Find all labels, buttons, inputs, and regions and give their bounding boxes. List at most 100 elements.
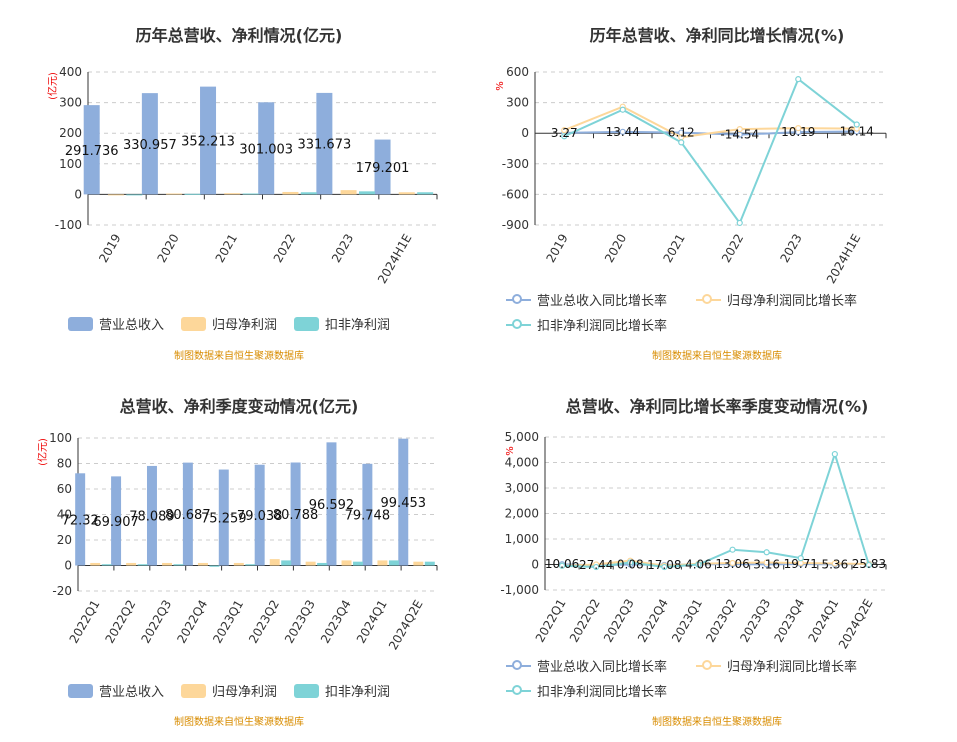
bar-扣非净利润 (424, 561, 435, 566)
data-label: 291.736 (65, 144, 119, 159)
bar-归母净利润 (162, 562, 173, 566)
y-tick-label: 0 (531, 558, 539, 572)
legend-net-profit-growth[interactable]: 归母净利润同比增长率 (696, 656, 857, 675)
data-label: 17.08 (647, 558, 681, 572)
line-归母净利润同比增长率 (563, 105, 857, 139)
bar-归母净利润 (398, 192, 415, 195)
data-label: 13.44 (606, 125, 640, 139)
data-label: 179.201 (356, 161, 410, 176)
data-label: 4.06 (685, 557, 712, 571)
point-扣非净利润同比增长率 (831, 450, 838, 458)
y-tick-label: 60 (57, 482, 72, 496)
legend-swatch (294, 316, 319, 331)
data-label: 301.003 (239, 142, 293, 157)
y-tick-label: 1,000 (505, 532, 539, 546)
panel-quarterly-revenue-profit: 总营收、净利季度变动情况(亿元) -20 0 20 40 60 80 100 (亿元) 2022… (0, 371, 478, 742)
data-label: 99.453 (381, 496, 427, 511)
data-label: 6.12 (668, 126, 695, 140)
point-扣非净利润同比增长率 (763, 549, 770, 556)
bar-归母净利润 (90, 562, 101, 566)
data-label: 69.907 (93, 515, 139, 530)
bar-营业总收入 (290, 462, 301, 566)
legend-revenue[interactable]: 营业总收入 (68, 681, 164, 700)
quarterly-line-chart: -1,00001,0002,0003,0004,0005,000%2022Q12… (500, 430, 887, 651)
legend-line-marker (696, 659, 721, 673)
data-label: 25.83 (852, 557, 886, 571)
bar-归母净利润 (233, 562, 244, 566)
bar-扣非净利润 (242, 193, 259, 195)
legend-line-marker (506, 659, 531, 673)
y-tick-label: -600 (502, 187, 529, 201)
legend-deducted-growth[interactable]: 扣非净利润同比增长率 (506, 315, 667, 334)
y-tick-label: 300 (506, 96, 529, 110)
y-tick-label: -900 (502, 218, 529, 232)
bar-营业总收入 (258, 102, 275, 195)
bar-扣非净利润 (184, 193, 201, 195)
bar-扣非净利润 (353, 561, 363, 566)
bar-扣非净利润 (126, 194, 143, 196)
point-扣非净利润同比增长率 (561, 133, 568, 140)
bar-营业总收入 (111, 476, 122, 566)
bar-扣非净利润 (300, 192, 317, 195)
data-label: 352.213 (181, 135, 235, 150)
data-label: 16.14 (840, 125, 874, 139)
bar-归母净利润 (340, 190, 357, 195)
legend-swatch (68, 683, 93, 698)
legend-deducted-growth[interactable]: 扣非净利润同比增长率 (506, 681, 667, 700)
point-归母净利润同比增长率 (763, 559, 770, 566)
bar-营业总收入 (182, 462, 193, 566)
legend-deducted-profit[interactable]: 扣非净利润 (294, 314, 390, 333)
bar-归母净利润 (413, 561, 424, 566)
bar-归母净利润 (377, 560, 388, 566)
bar-营业总收入 (374, 139, 391, 195)
data-label: 96.592 (309, 498, 355, 513)
data-label: 331.673 (297, 138, 351, 153)
y-tick-label: 4,000 (505, 456, 539, 470)
chart-title: 总营收、净利同比增长率季度变动情况(%) (565, 397, 869, 416)
y-tick-label: 0 (521, 126, 529, 140)
bar-营业总收入 (146, 465, 157, 566)
point-扣非净利润同比增长率 (619, 106, 626, 113)
legend-net-profit[interactable]: 归母净利润 (181, 314, 277, 333)
data-label: 79.748 (345, 509, 391, 524)
data-label: 75.259 (201, 512, 247, 527)
y-tick-label: 5,000 (505, 430, 539, 444)
legend-line-marker (696, 293, 721, 307)
legend-net-profit-growth[interactable]: 归母净利润同比增长率 (696, 290, 857, 309)
legend-line-marker (506, 684, 531, 698)
y-tick-label: 3,000 (505, 481, 539, 495)
data-label: -14.54 (720, 128, 759, 142)
data-label: 19.71 (784, 557, 818, 571)
legend-net-profit[interactable]: 归母净利润 (181, 681, 277, 700)
y-tick-label: 200 (59, 126, 82, 140)
bar-归母净利润 (305, 561, 316, 566)
chart-title: 总营收、净利季度变动情况(亿元) (119, 397, 359, 416)
legend-revenue[interactable]: 营业总收入 (68, 314, 164, 333)
legend-revenue-growth[interactable]: 营业总收入同比增长率 (506, 656, 667, 675)
y-tick-label: -20 (52, 584, 72, 598)
bar-归母净利润 (341, 560, 352, 566)
data-label: 79.038 (237, 509, 283, 524)
bar-归母净利润 (197, 562, 208, 566)
line-扣非净利润同比增长率 (562, 450, 870, 569)
data-label: 330.957 (123, 138, 177, 153)
point-归母净利润同比增长率 (831, 560, 838, 567)
data-label: 5.36 (821, 557, 848, 571)
legend-swatch (181, 683, 206, 698)
y-tick-label: 0 (74, 187, 82, 201)
bar-归母净利润 (269, 559, 280, 566)
legend-deducted-profit[interactable]: 扣非净利润 (294, 681, 390, 700)
panel-annual-revenue-profit: 历年总营收、净利情况(亿元) -100 0 100 200 300 400 (亿元) 2019… (0, 0, 478, 371)
y-tick-label: 100 (59, 157, 82, 171)
legend-swatch (294, 683, 319, 698)
bar-营业总收入 (83, 105, 100, 195)
legend-revenue-growth[interactable]: 营业总收入同比增长率 (506, 290, 667, 309)
bar-扣非净利润 (137, 564, 148, 566)
bar-扣非净利润 (101, 564, 112, 566)
point-扣非净利润同比增长率 (695, 561, 702, 568)
panel-annual-growth: 历年总营收、净利同比增长情况(%) -900 -600 -300 0 300 600% 20… (478, 0, 956, 371)
y-axis-unit-label: % (505, 446, 516, 456)
